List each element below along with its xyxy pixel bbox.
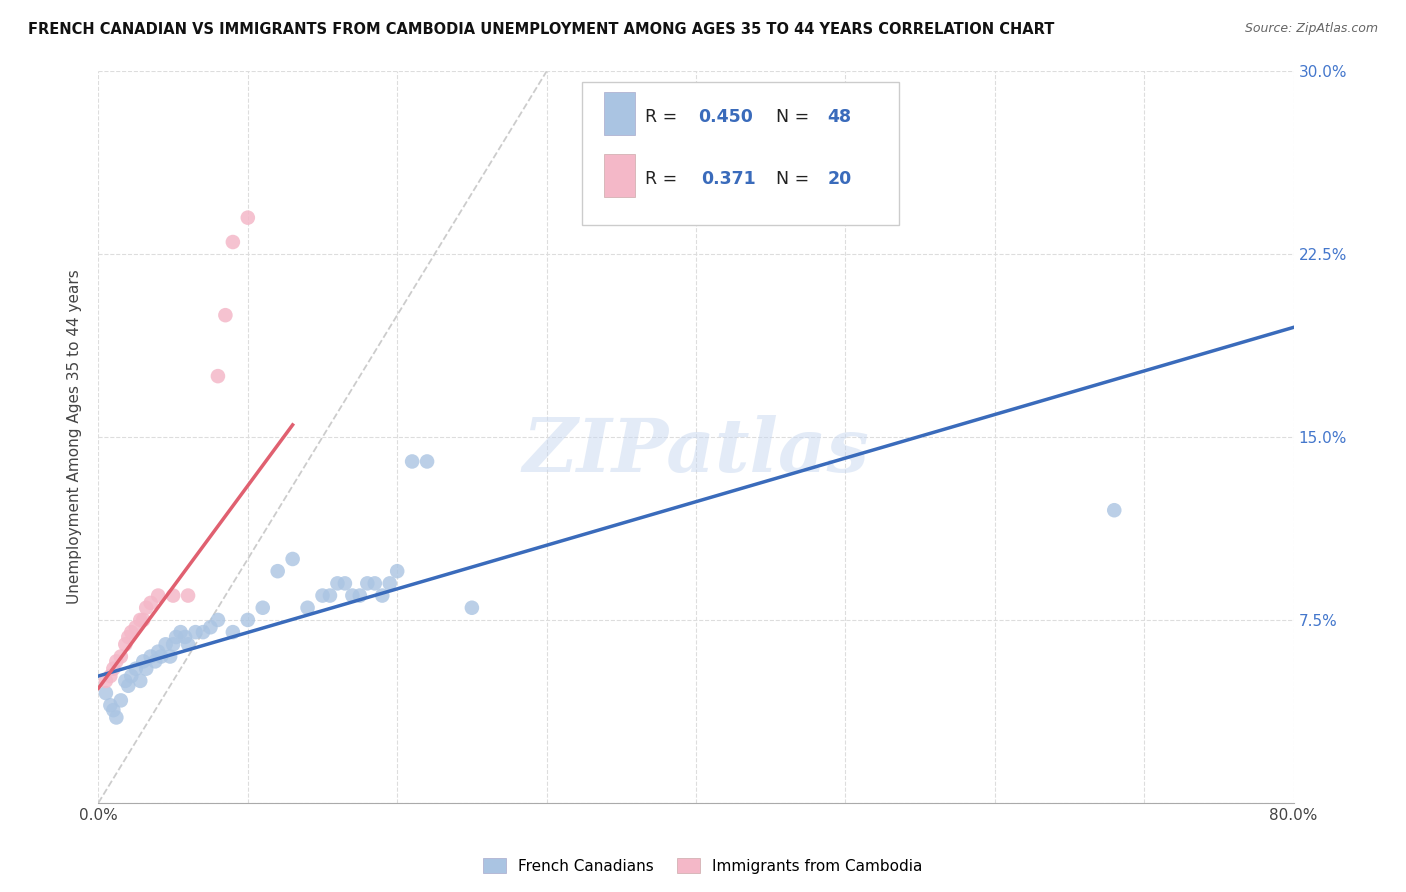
- Point: [177, 589, 200, 603]
- Point: [333, 576, 356, 591]
- Point: [117, 630, 139, 644]
- Point: [281, 552, 304, 566]
- Point: [236, 613, 259, 627]
- Point: [139, 649, 162, 664]
- Point: [143, 654, 166, 668]
- Text: R =: R =: [644, 170, 688, 188]
- FancyBboxPatch shape: [605, 154, 636, 197]
- FancyBboxPatch shape: [605, 92, 636, 135]
- Text: ZIPatlas: ZIPatlas: [523, 416, 869, 488]
- Point: [150, 649, 173, 664]
- Point: [155, 637, 177, 651]
- Point: [114, 637, 136, 651]
- Point: [114, 673, 136, 688]
- Point: [135, 600, 157, 615]
- Point: [222, 235, 245, 249]
- Point: [207, 369, 229, 384]
- FancyBboxPatch shape: [582, 82, 900, 225]
- Text: N =: N =: [776, 108, 815, 126]
- Point: [461, 600, 484, 615]
- Point: [1104, 503, 1126, 517]
- Text: 0.450: 0.450: [699, 108, 754, 126]
- Point: [169, 625, 191, 640]
- Point: [94, 686, 117, 700]
- Point: [110, 693, 132, 707]
- Point: [214, 308, 236, 322]
- Point: [129, 613, 152, 627]
- Point: [117, 679, 139, 693]
- Point: [139, 596, 162, 610]
- Point: [94, 673, 117, 688]
- Point: [311, 589, 333, 603]
- Point: [236, 211, 259, 225]
- Text: 0.371: 0.371: [700, 170, 755, 188]
- Point: [177, 637, 200, 651]
- Point: [103, 662, 125, 676]
- Point: [159, 649, 181, 664]
- Point: [148, 589, 170, 603]
- Point: [401, 454, 423, 468]
- Point: [297, 600, 319, 615]
- Point: [129, 673, 152, 688]
- Point: [364, 576, 387, 591]
- Point: [184, 625, 207, 640]
- Point: [105, 654, 128, 668]
- Point: [191, 625, 214, 640]
- Point: [103, 703, 125, 717]
- Point: [165, 630, 187, 644]
- Point: [135, 662, 157, 676]
- Point: [222, 625, 245, 640]
- Point: [319, 589, 342, 603]
- Point: [385, 564, 409, 578]
- Point: [148, 645, 170, 659]
- Point: [98, 669, 122, 683]
- Point: [349, 589, 371, 603]
- Point: [120, 669, 142, 683]
- Point: [356, 576, 378, 591]
- Point: [200, 620, 222, 634]
- Point: [342, 589, 364, 603]
- Point: [162, 589, 184, 603]
- Point: [120, 625, 142, 640]
- Point: [174, 630, 197, 644]
- Point: [326, 576, 349, 591]
- Text: R =: R =: [644, 108, 682, 126]
- Point: [267, 564, 290, 578]
- Text: FRENCH CANADIAN VS IMMIGRANTS FROM CAMBODIA UNEMPLOYMENT AMONG AGES 35 TO 44 YEA: FRENCH CANADIAN VS IMMIGRANTS FROM CAMBO…: [28, 22, 1054, 37]
- Y-axis label: Unemployment Among Ages 35 to 44 years: Unemployment Among Ages 35 to 44 years: [67, 269, 83, 605]
- Point: [110, 649, 132, 664]
- Point: [98, 698, 122, 713]
- Point: [162, 637, 184, 651]
- Point: [371, 589, 394, 603]
- Point: [252, 600, 274, 615]
- Point: [132, 654, 155, 668]
- Text: 20: 20: [827, 170, 852, 188]
- Point: [416, 454, 439, 468]
- Text: 48: 48: [827, 108, 852, 126]
- Legend: French Canadians, Immigrants from Cambodia: French Canadians, Immigrants from Cambod…: [477, 852, 929, 880]
- Point: [125, 662, 148, 676]
- Point: [132, 613, 155, 627]
- Point: [207, 613, 229, 627]
- Point: [378, 576, 401, 591]
- Point: [105, 710, 128, 724]
- Text: Source: ZipAtlas.com: Source: ZipAtlas.com: [1244, 22, 1378, 36]
- Point: [125, 620, 148, 634]
- Text: N =: N =: [776, 170, 815, 188]
